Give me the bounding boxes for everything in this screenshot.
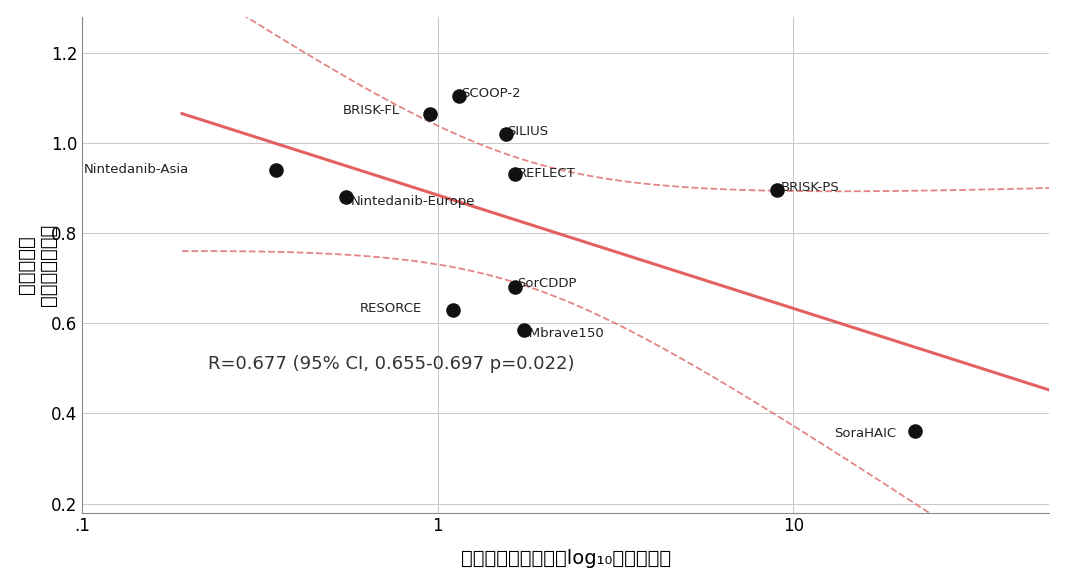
Point [769,185,786,195]
Text: IMbrave150: IMbrave150 [526,326,604,340]
Text: R=0.677 (95% CI, 0.655-0.697 p=0.022): R=0.677 (95% CI, 0.655-0.697 p=0.022) [208,355,575,373]
Point [906,426,923,436]
Y-axis label: 全生存期間
（ハザード比）: 全生存期間 （ハザード比） [17,223,58,306]
Text: BRISK-FL: BRISK-FL [342,104,400,117]
Point [268,166,285,175]
Text: RESORCE: RESORCE [359,302,422,315]
Point [497,129,514,139]
Point [337,192,354,202]
Point [451,91,468,100]
Text: SoraHAIC: SoraHAIC [835,427,897,440]
Text: BRISK-PS: BRISK-PS [780,181,839,194]
Text: Nintedanib-Europe: Nintedanib-Europe [351,195,475,208]
Point [506,283,523,292]
Text: SCOOP-2: SCOOP-2 [461,87,520,100]
Text: REFLECT: REFLECT [518,167,576,180]
X-axis label: 奏効率（オッズ比、log₁₀スケール）: 奏効率（オッズ比、log₁₀スケール） [461,549,671,569]
Point [421,109,438,118]
Text: SILIUS: SILIUS [507,125,549,138]
Text: SorCDDP: SorCDDP [517,277,577,290]
Point [445,305,462,314]
Point [516,325,533,335]
Point [506,170,523,179]
Text: Nintedanib-Asia: Nintedanib-Asia [84,163,190,177]
